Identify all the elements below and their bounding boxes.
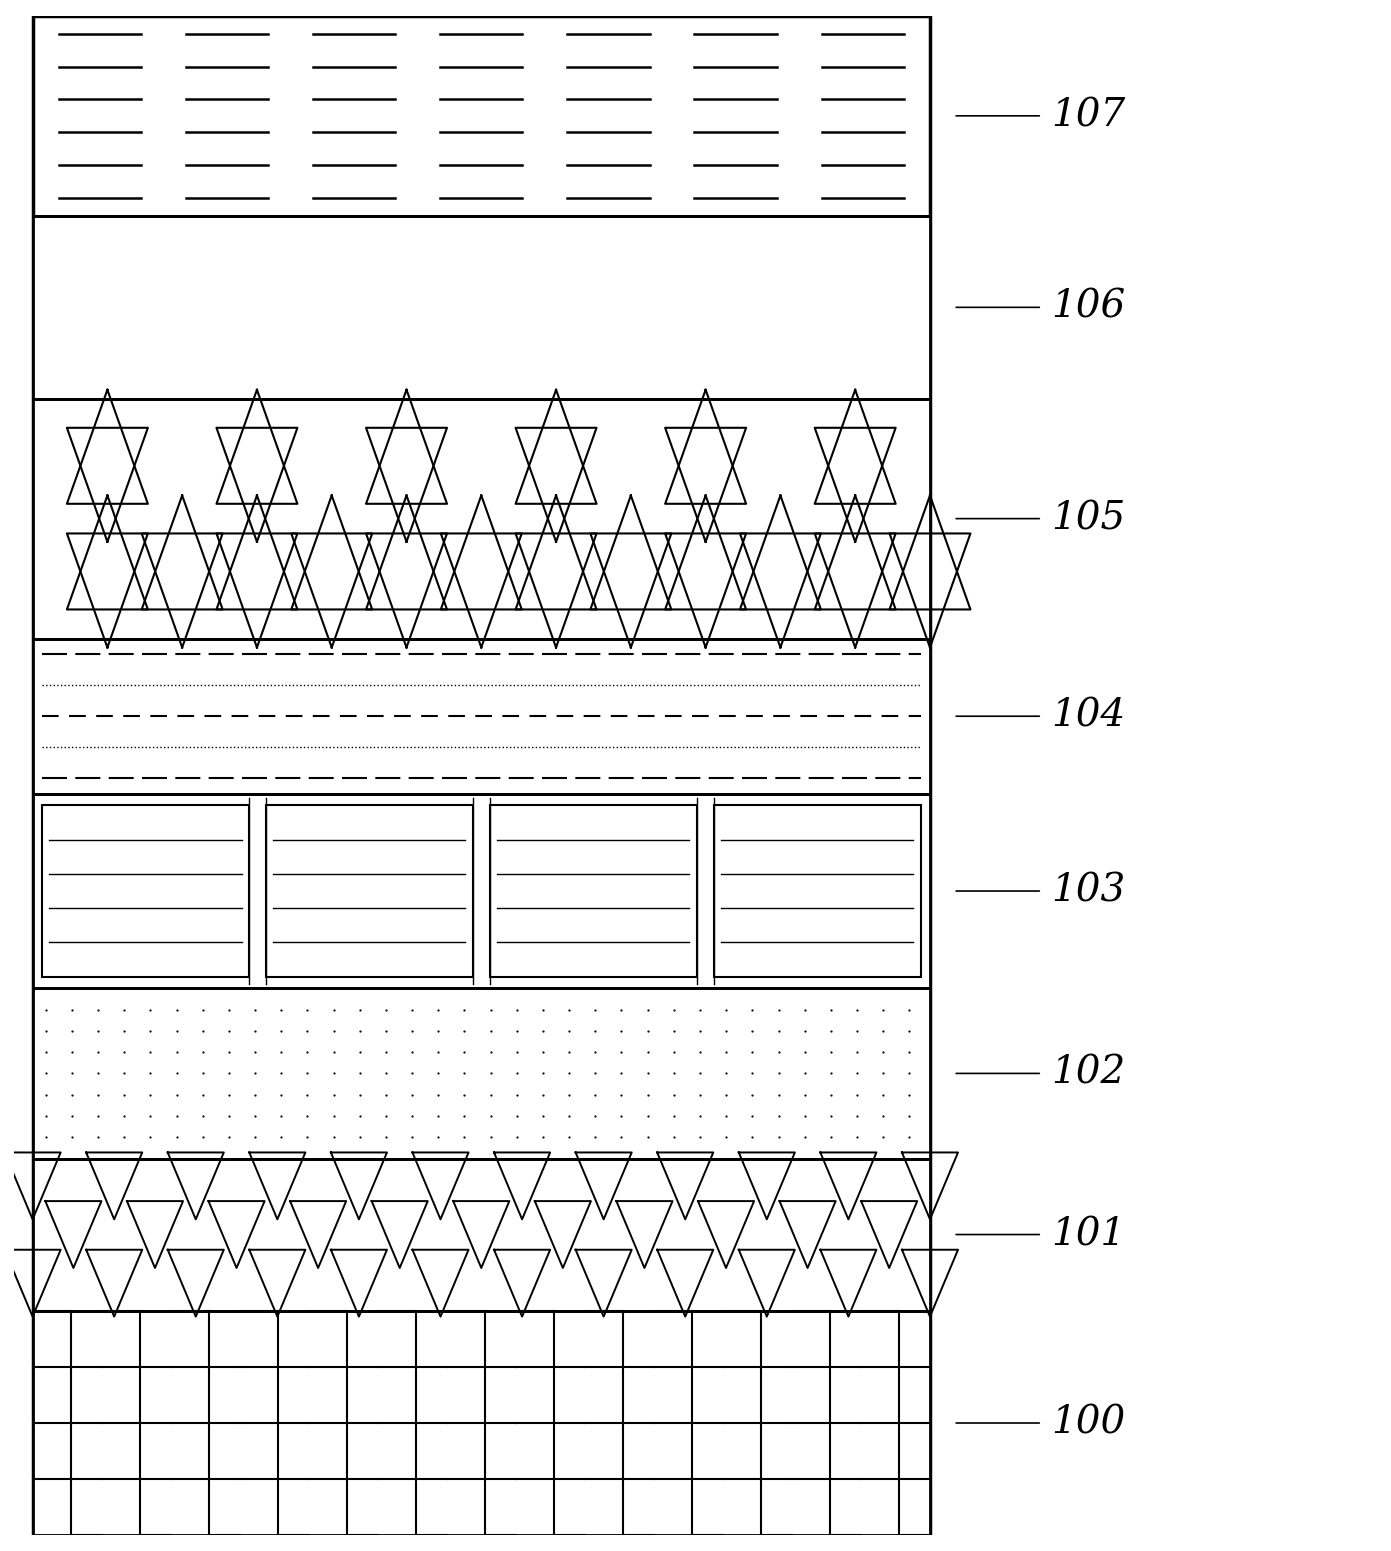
Bar [32, 1159, 931, 1311]
Text: 102: 102 [1052, 1055, 1125, 1092]
Bar [32, 794, 931, 988]
Bar [714, 805, 921, 977]
Bar [266, 805, 473, 977]
Text: 101: 101 [1052, 1216, 1125, 1253]
Bar [32, 639, 931, 794]
Bar [697, 799, 714, 983]
Bar [249, 799, 266, 983]
Bar [32, 988, 931, 1159]
Bar [32, 399, 931, 639]
Bar [32, 1311, 931, 1535]
Bar [473, 799, 490, 983]
Text: 105: 105 [1052, 499, 1125, 537]
Bar [42, 805, 249, 977]
Bar [32, 216, 931, 399]
Text: 106: 106 [1052, 288, 1125, 326]
Text: 104: 104 [1052, 698, 1125, 735]
Text: 100: 100 [1052, 1405, 1125, 1441]
Bar [490, 805, 697, 977]
Text: 107: 107 [1052, 98, 1125, 135]
Bar [32, 16, 931, 1535]
Text: 103: 103 [1052, 873, 1125, 909]
